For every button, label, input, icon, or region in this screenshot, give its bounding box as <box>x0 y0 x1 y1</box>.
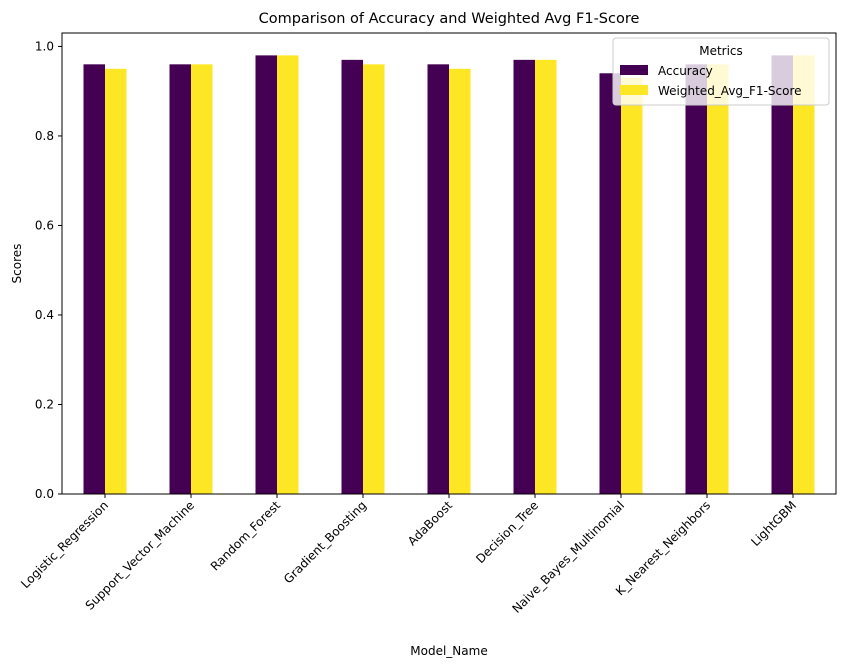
y-axis: 0.0 0.2 0.4 0.6 0.8 1.0 <box>35 39 62 501</box>
bar-accuracy-5 <box>513 59 535 494</box>
bar-weighted-avg-f1-score-6 <box>621 77 643 495</box>
bar-weighted-avg-f1-score-3 <box>363 64 385 495</box>
bar-weighted-avg-f1-score-0 <box>105 68 127 495</box>
legend-box <box>612 37 830 106</box>
y-tick-label: 0.4 <box>35 308 54 322</box>
bar-accuracy-4 <box>427 64 449 495</box>
legend-swatch <box>620 65 648 75</box>
y-tick-label: 1.0 <box>35 39 54 53</box>
legend-swatch <box>620 85 648 95</box>
y-axis-label: Scores <box>10 244 24 284</box>
bar-accuracy-8 <box>771 55 793 495</box>
y-tick-label: 0.6 <box>35 218 54 232</box>
x-axis-label: Model_Name <box>410 644 487 658</box>
bar-weighted-avg-f1-score-7 <box>707 64 729 495</box>
bar-weighted-avg-f1-score-1 <box>191 64 213 495</box>
bar-accuracy-7 <box>685 64 707 495</box>
y-tick-label: 0.0 <box>35 487 54 501</box>
chart-title: Comparison of Accuracy and Weighted Avg … <box>259 11 640 27</box>
legend: Metrics Accuracy Weighted_Avg_F1-Score <box>612 37 830 106</box>
bar-accuracy-3 <box>341 59 363 494</box>
legend-label: Weighted_Avg_F1-Score <box>658 84 802 98</box>
bar-weighted-avg-f1-score-2 <box>277 55 299 495</box>
bar-weighted-avg-f1-score-4 <box>449 68 471 495</box>
legend-title: Metrics <box>699 44 743 58</box>
bar-accuracy-6 <box>599 73 621 494</box>
legend-label: Accuracy <box>658 64 713 78</box>
bar-weighted-avg-f1-score-8 <box>793 55 815 495</box>
y-tick-label: 0.8 <box>35 129 54 143</box>
bar-accuracy-0 <box>83 64 105 495</box>
y-tick-label: 0.2 <box>35 397 54 411</box>
bar-weighted-avg-f1-score-5 <box>535 59 557 494</box>
bar-accuracy-2 <box>255 55 277 495</box>
bars-group <box>83 55 815 495</box>
bar-accuracy-1 <box>169 64 191 495</box>
